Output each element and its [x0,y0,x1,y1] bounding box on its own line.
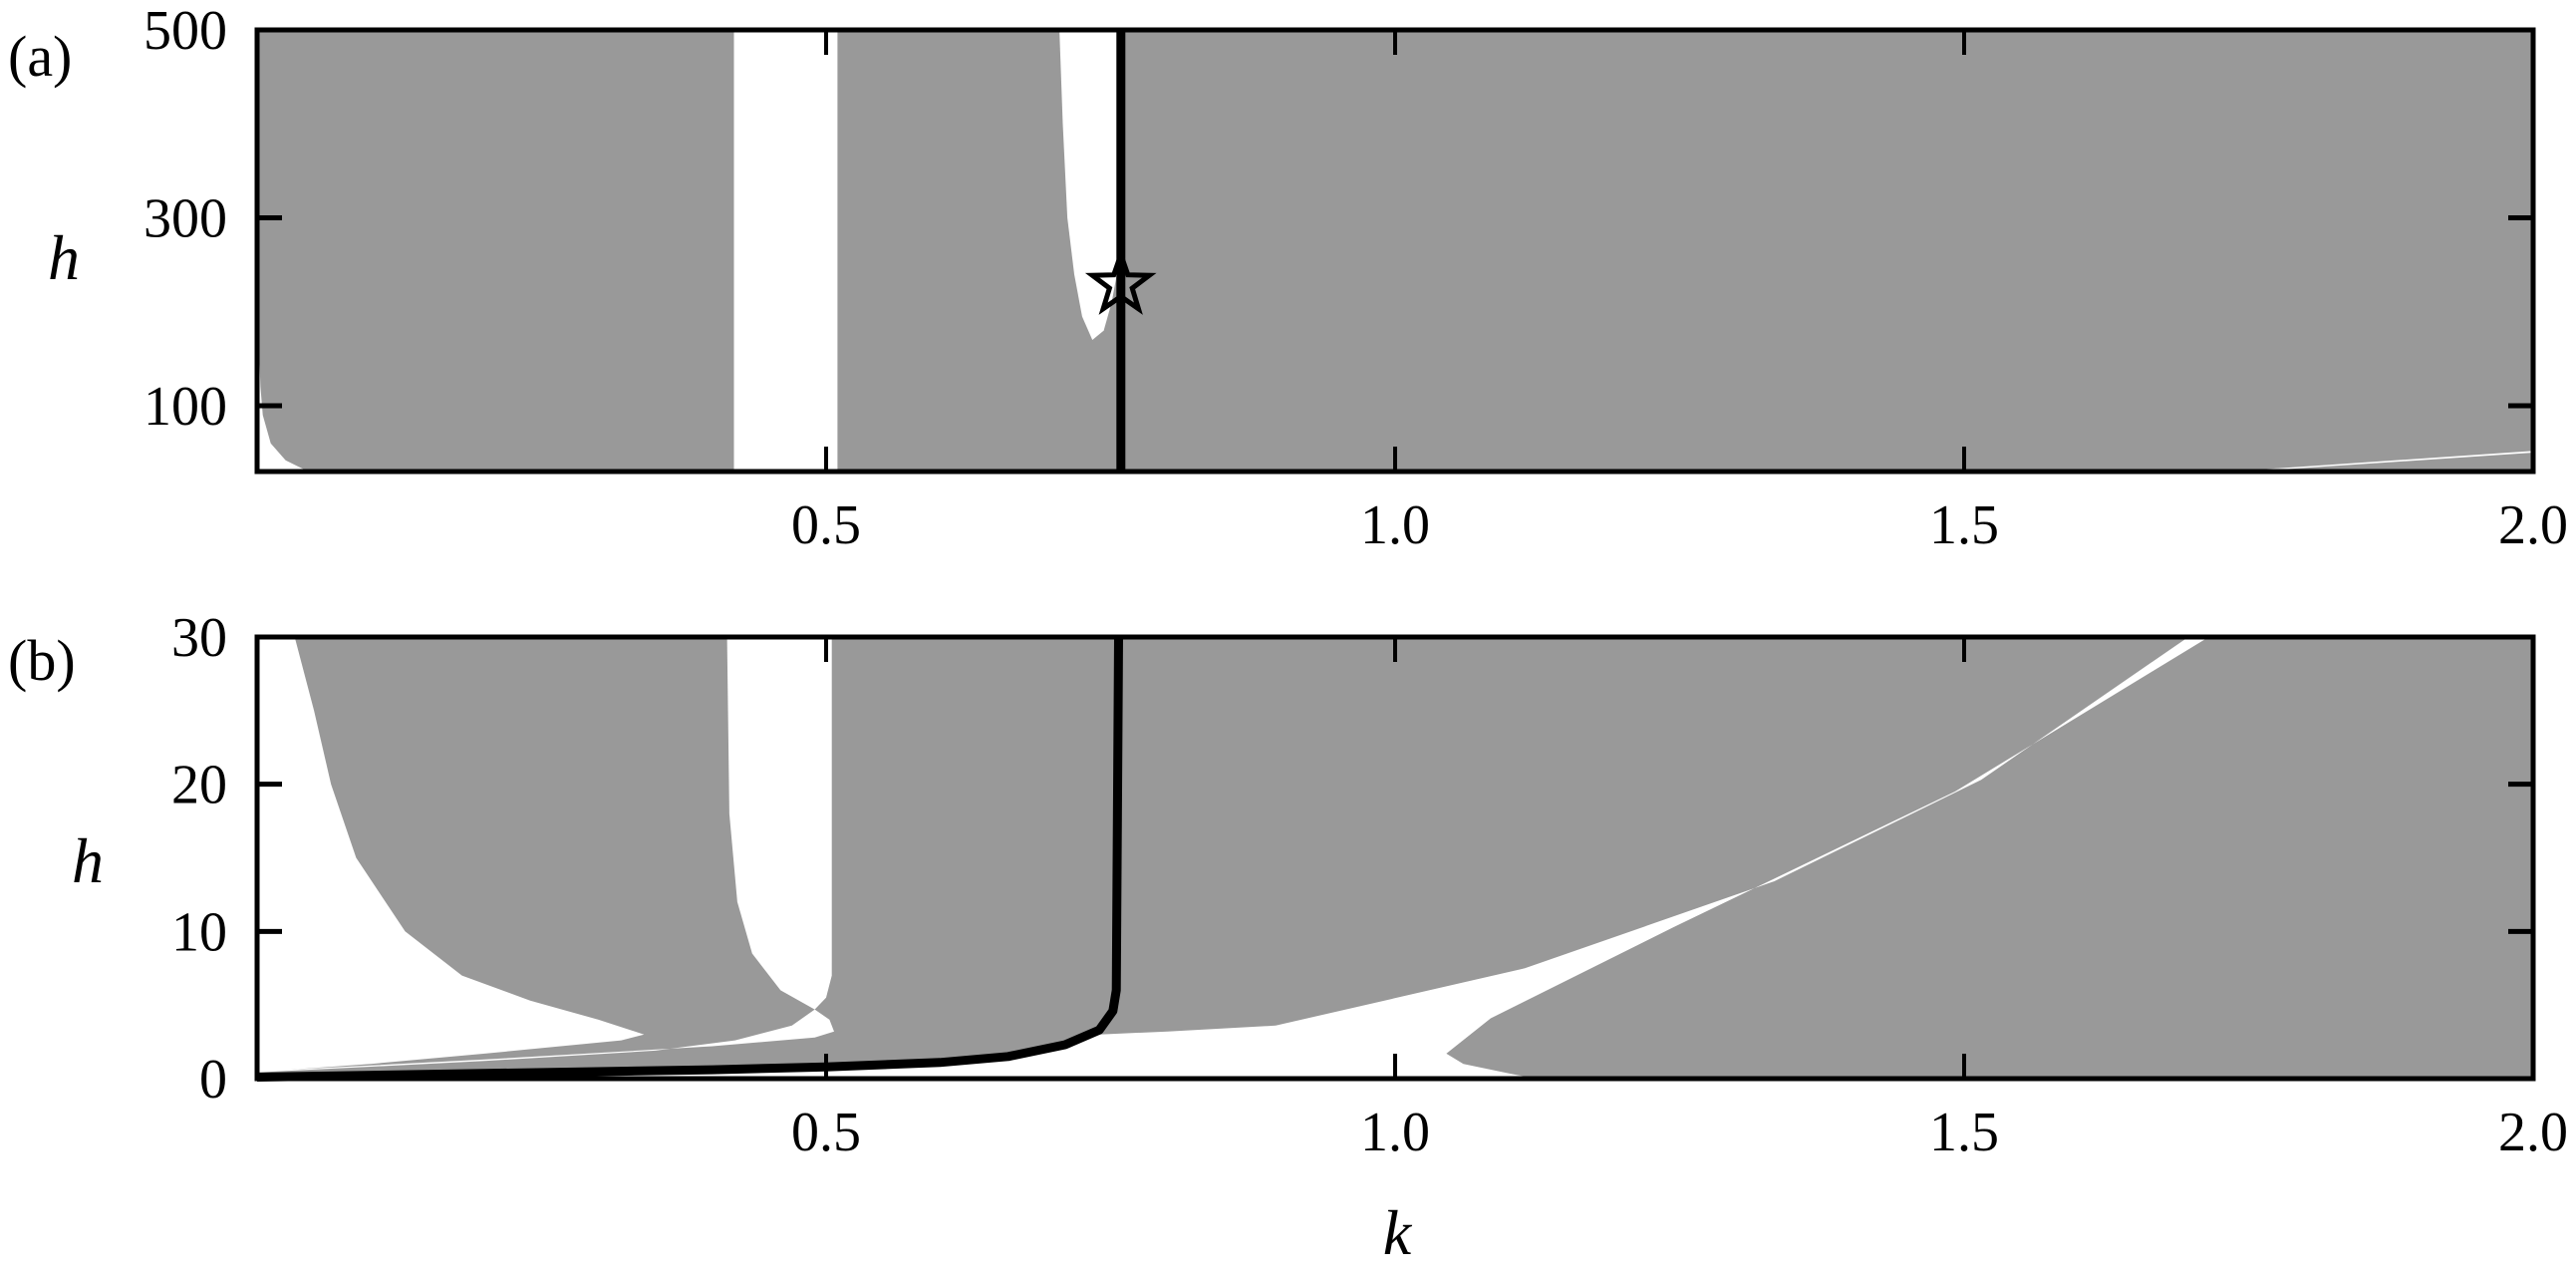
panel-b: 0.5 1.0 1.5 2.0 0 10 20 30 [171,607,2568,1163]
plot-frame [254,27,2536,475]
x-tick-label: 2.0 [2498,1102,2568,1163]
x-tick-label: 1.0 [1360,1102,1430,1163]
x-tick-label: 0.5 [791,494,861,556]
stable-region [726,637,832,1010]
stable-region [257,358,309,472]
y-tick-label: 300 [143,188,227,250]
x-tick-label: 1.5 [1929,1102,1999,1163]
x-tick-label: 1.5 [1929,494,1999,556]
star-marker [1084,246,1157,315]
neutral-curve [256,636,1123,1082]
panel-a-y-axis-label: h [48,222,80,293]
stable-region [257,637,645,1073]
stable-region [2221,451,2533,473]
unstable-region [257,30,2533,472]
y-tick-label: 20 [171,755,227,816]
y-tick-label: 100 [143,376,227,438]
panel-a: 0.5 1.0 1.5 2.0 100 300 500 [143,0,2568,556]
y-tick-label: 10 [171,901,227,963]
panel-b-label: (b) [8,628,76,693]
y-tick-label: 0 [199,1049,227,1111]
x-tick-label: 0.5 [791,1102,861,1163]
panel-b-y-axis-label: h [72,825,104,896]
stable-region [257,637,2209,1079]
x-tick-label: 2.0 [2498,494,2568,556]
y-tick-label: 500 [143,0,227,62]
x-axis-label: k [1383,1197,1413,1268]
stable-region [1059,30,1119,340]
x-tick-label: 1.0 [1360,494,1430,556]
stable-region [733,30,838,472]
panel-a-label: (a) [8,24,72,89]
plot-frame [254,634,2536,1082]
y-tick-label: 30 [171,607,227,669]
